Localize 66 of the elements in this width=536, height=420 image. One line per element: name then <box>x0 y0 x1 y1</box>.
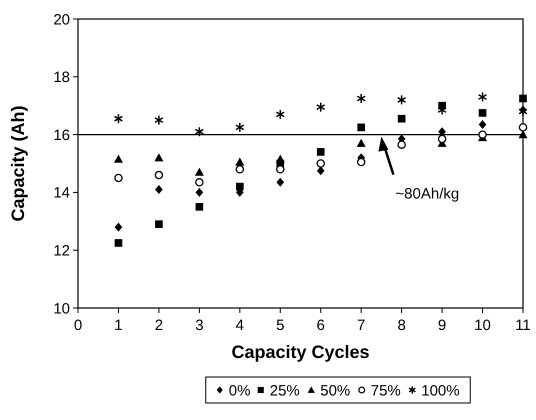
x-tick-label: 4 <box>236 317 244 334</box>
point <box>478 120 486 129</box>
point <box>316 102 326 112</box>
point <box>114 113 124 124</box>
point <box>114 154 123 163</box>
point <box>518 123 528 132</box>
point <box>438 134 446 144</box>
point <box>276 165 285 174</box>
point <box>356 158 366 166</box>
point <box>235 158 244 166</box>
point <box>155 220 163 228</box>
point <box>114 174 123 182</box>
point <box>478 130 487 139</box>
y-tick-label: 14 <box>53 184 70 202</box>
point <box>236 165 244 174</box>
x-tick-label: 2 <box>154 317 164 334</box>
y-tick-label: 10 <box>53 300 70 318</box>
y-tick-label: 20 <box>53 11 70 28</box>
x-tick-label: 5 <box>276 317 284 334</box>
x-axis-title: Capacity Cycles <box>231 342 370 362</box>
point <box>396 94 406 106</box>
point <box>478 109 486 117</box>
point <box>154 170 164 180</box>
legend-label: 100% <box>421 382 460 400</box>
point <box>316 148 325 156</box>
legend-label: 25% <box>270 382 300 400</box>
point <box>194 126 204 137</box>
point <box>398 114 406 123</box>
point <box>235 122 244 133</box>
point <box>194 168 204 176</box>
point <box>154 114 164 126</box>
y-tick-label: 12 <box>53 242 70 260</box>
point <box>196 203 204 211</box>
point <box>154 153 164 162</box>
point <box>236 182 244 190</box>
x-tick-label: 7 <box>357 317 366 334</box>
point <box>316 159 325 168</box>
point <box>519 94 527 102</box>
y-tick-label: 18 <box>53 69 70 86</box>
x-tick-label: 0 <box>74 317 82 334</box>
point <box>114 222 122 232</box>
x-tick-label: 8 <box>397 317 406 334</box>
annotation: ~80Ah/kg <box>395 186 460 203</box>
x-tick-label: 6 <box>316 317 325 334</box>
x-tick-label: 11 <box>515 317 531 334</box>
point <box>276 109 285 120</box>
y-tick-label: 16 <box>53 126 70 144</box>
point <box>276 178 284 187</box>
point <box>195 178 204 187</box>
x-tick-label: 3 <box>195 317 204 334</box>
x-tick-label: 10 <box>474 317 491 334</box>
point <box>356 93 366 104</box>
point <box>114 239 122 247</box>
x-tick-label: 1 <box>114 317 123 334</box>
x-tick-label: 9 <box>438 317 446 334</box>
point <box>478 92 488 102</box>
point <box>155 185 163 194</box>
point <box>196 188 204 197</box>
legend-label: 75% <box>370 382 401 400</box>
point <box>397 140 406 149</box>
point <box>276 154 285 163</box>
y-axis-title: Capacity (Ah) <box>8 105 28 222</box>
legend-label: 0% <box>228 382 250 400</box>
legend-label: 50% <box>320 382 350 400</box>
point <box>357 124 366 132</box>
point <box>356 138 366 147</box>
